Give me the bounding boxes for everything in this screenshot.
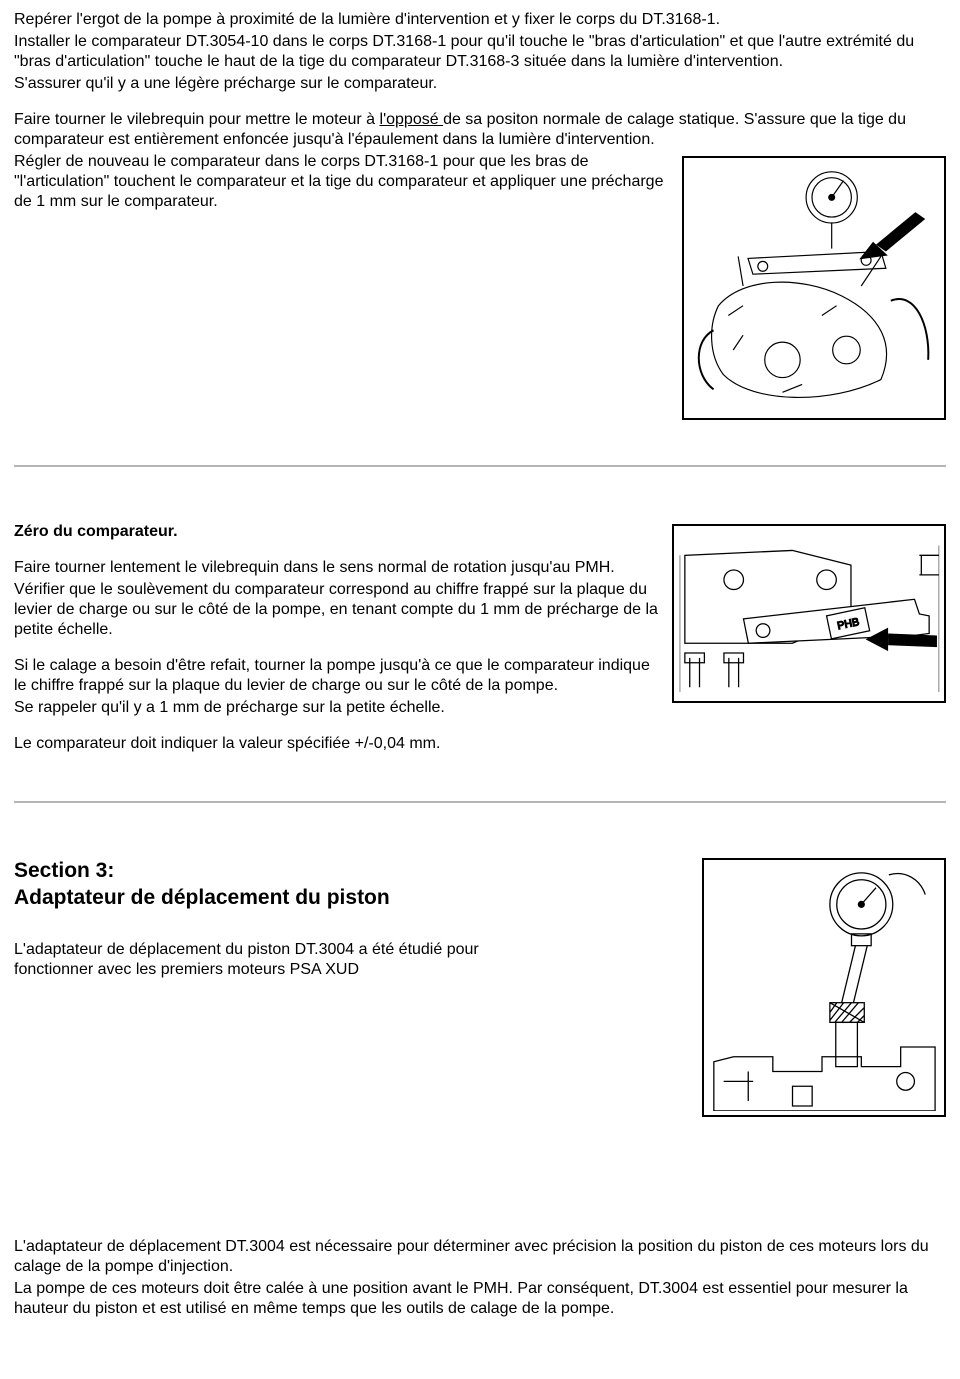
s1-p3-pre: Faire tourner le vilebrequin pour mettre… xyxy=(14,111,380,128)
section-1: Repérer l'ergot de la pompe à proximité … xyxy=(14,10,946,420)
s1-p2b: S'assurer qu'il y a une légère précharge… xyxy=(14,74,946,94)
engine-illustration-icon xyxy=(684,158,940,414)
arrow-icon xyxy=(859,212,925,259)
figure-2: PHB xyxy=(672,524,946,703)
section-3: Section 3: Adaptateur de déplacement du … xyxy=(14,858,946,1319)
section-2: PHB Zéro du comparateur. Faire tourner l… xyxy=(14,522,946,756)
piston-adapter-illustration-icon xyxy=(704,860,940,1111)
figure-1 xyxy=(682,156,946,420)
s1-p1: Repérer l'ergot de la pompe à proximité … xyxy=(14,10,946,30)
divider-1 xyxy=(14,465,946,467)
s3-p2: L'adaptateur de déplacement DT.3004 est … xyxy=(14,1237,946,1277)
pump-plate-illustration-icon: PHB xyxy=(674,526,940,697)
figure-3 xyxy=(702,858,946,1117)
s2-p5: Le comparateur doit indiquer la valeur s… xyxy=(14,734,946,754)
s1-p3-underline: l'opposé xyxy=(380,111,444,128)
s1-p3: Faire tourner le vilebrequin pour mettre… xyxy=(14,110,946,150)
s3-p1: L'adaptateur de déplacement du piston DT… xyxy=(14,940,514,980)
s1-p2a: Installer le comparateur DT.3054-10 dans… xyxy=(14,32,946,72)
s3-p3: La pompe de ces moteurs doit être calée … xyxy=(14,1279,946,1319)
divider-2 xyxy=(14,801,946,803)
